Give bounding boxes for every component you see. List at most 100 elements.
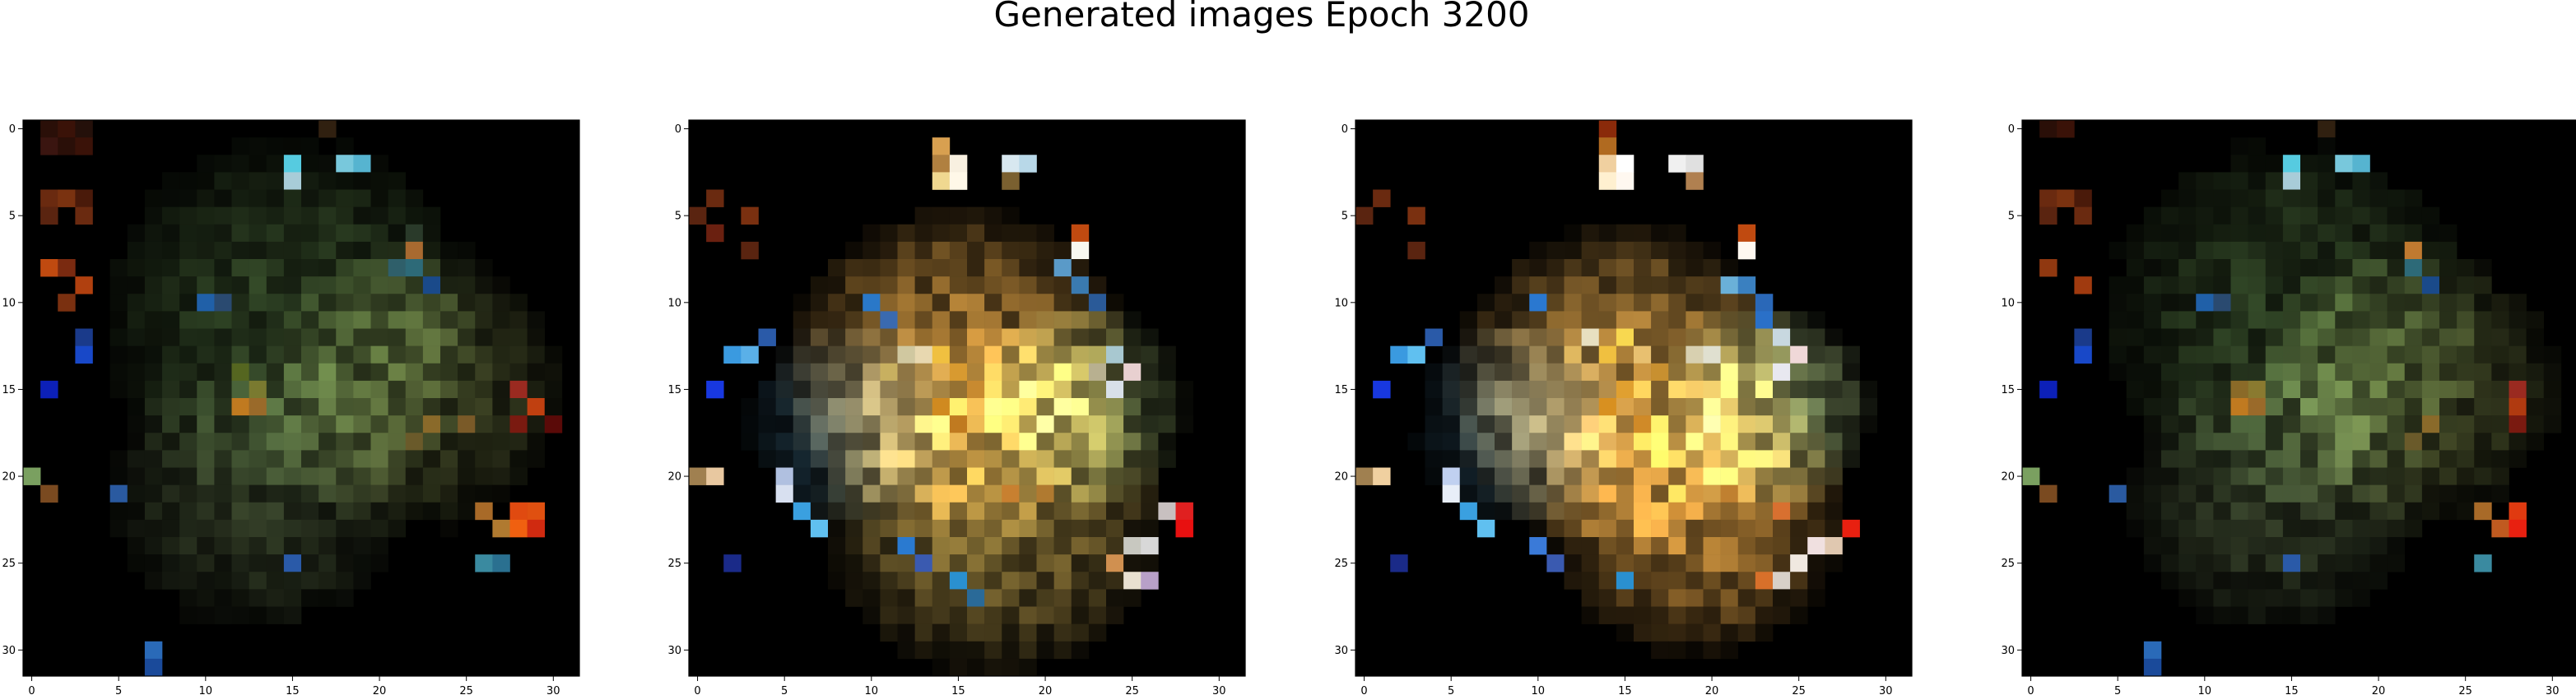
pixel bbox=[984, 450, 1002, 467]
pixel bbox=[162, 468, 179, 485]
pixel bbox=[267, 155, 284, 172]
pixel bbox=[284, 450, 301, 467]
pixel bbox=[1651, 572, 1668, 589]
pixel bbox=[2283, 276, 2300, 294]
y-tick-label: 20 bbox=[1334, 471, 1348, 484]
pixel bbox=[1141, 346, 1158, 364]
pixel bbox=[984, 364, 1002, 381]
pixel bbox=[2213, 346, 2230, 364]
pixel bbox=[2127, 259, 2144, 276]
pixel bbox=[898, 520, 915, 537]
pixel bbox=[2213, 259, 2230, 276]
pixel bbox=[967, 554, 984, 572]
pixel bbox=[1565, 572, 1582, 589]
pixel bbox=[1355, 468, 1373, 485]
pixel bbox=[2318, 607, 2335, 624]
pixel bbox=[2335, 276, 2352, 294]
pixel bbox=[1668, 433, 1686, 450]
pixel bbox=[1037, 311, 1054, 328]
pixel bbox=[741, 242, 758, 259]
pixel bbox=[2213, 190, 2230, 207]
pixel bbox=[1054, 642, 1072, 659]
pixel bbox=[1019, 642, 1036, 659]
pixel bbox=[1616, 485, 1634, 503]
pixel bbox=[1512, 329, 1529, 346]
pixel bbox=[2335, 503, 2352, 520]
pixel bbox=[2300, 589, 2318, 606]
pixel bbox=[475, 311, 492, 328]
pixel bbox=[1002, 329, 1019, 346]
pixel bbox=[2370, 537, 2388, 554]
pixel bbox=[458, 398, 475, 415]
pixel bbox=[75, 276, 92, 294]
pixel bbox=[371, 294, 388, 311]
pixel bbox=[1634, 554, 1651, 572]
pixel bbox=[967, 485, 984, 503]
pixel bbox=[388, 520, 406, 537]
pixel bbox=[284, 589, 301, 606]
pixel bbox=[458, 276, 475, 294]
pixel bbox=[1668, 607, 1686, 624]
pixel bbox=[301, 433, 319, 450]
pixel bbox=[1072, 433, 1089, 450]
pixel bbox=[249, 572, 267, 589]
pixel bbox=[1686, 346, 1703, 364]
pixel bbox=[1738, 364, 1755, 381]
y-tick-label: 0 bbox=[2008, 123, 2015, 136]
pixel bbox=[2266, 172, 2283, 189]
pixel bbox=[1790, 468, 1807, 485]
pixel bbox=[2352, 381, 2369, 398]
pixel bbox=[845, 364, 863, 381]
pixel bbox=[1773, 311, 1790, 328]
pixel bbox=[1002, 155, 1019, 172]
pixel bbox=[179, 329, 197, 346]
pixel bbox=[1106, 381, 1123, 398]
pixel bbox=[2439, 485, 2457, 503]
pixel bbox=[845, 415, 863, 433]
pixel bbox=[2231, 433, 2248, 450]
pixel bbox=[1425, 381, 1443, 398]
pixel bbox=[1565, 398, 1582, 415]
pixel bbox=[1634, 346, 1651, 364]
pixel bbox=[1054, 329, 1072, 346]
pixel bbox=[2196, 450, 2213, 467]
pixel bbox=[1037, 398, 1054, 415]
pixel bbox=[1755, 311, 1773, 328]
pixel bbox=[353, 468, 370, 485]
pixel bbox=[828, 346, 845, 364]
pixel bbox=[967, 207, 984, 225]
pixel bbox=[214, 433, 231, 450]
pixel bbox=[1037, 415, 1054, 433]
pixel bbox=[475, 276, 492, 294]
pixel bbox=[1037, 450, 1054, 467]
pixel bbox=[128, 450, 145, 467]
pixel bbox=[423, 346, 440, 364]
pixel bbox=[75, 207, 92, 225]
pixel bbox=[880, 398, 897, 415]
pixel bbox=[492, 364, 509, 381]
pixel bbox=[759, 329, 776, 346]
pixel bbox=[2213, 364, 2230, 381]
pixel bbox=[2196, 589, 2213, 606]
x-tick-label: 15 bbox=[1618, 685, 1632, 695]
pixel bbox=[2300, 381, 2318, 398]
pixel bbox=[1002, 659, 1019, 676]
pixel bbox=[2196, 242, 2213, 259]
pixel bbox=[950, 207, 967, 225]
pixel bbox=[2300, 450, 2318, 467]
pixel bbox=[950, 172, 967, 189]
pixel bbox=[1582, 572, 1599, 589]
pixel bbox=[2248, 311, 2266, 328]
pixel bbox=[458, 503, 475, 520]
pixel bbox=[1495, 398, 1512, 415]
pixel bbox=[967, 381, 984, 398]
pixel bbox=[197, 311, 214, 328]
pixel bbox=[1668, 554, 1686, 572]
pixel bbox=[284, 172, 301, 189]
pixel bbox=[2352, 485, 2369, 503]
pixel bbox=[1123, 572, 1141, 589]
pixel bbox=[528, 398, 545, 415]
pixel bbox=[1721, 624, 1738, 642]
pixel bbox=[2161, 433, 2178, 450]
pixel bbox=[406, 207, 423, 225]
